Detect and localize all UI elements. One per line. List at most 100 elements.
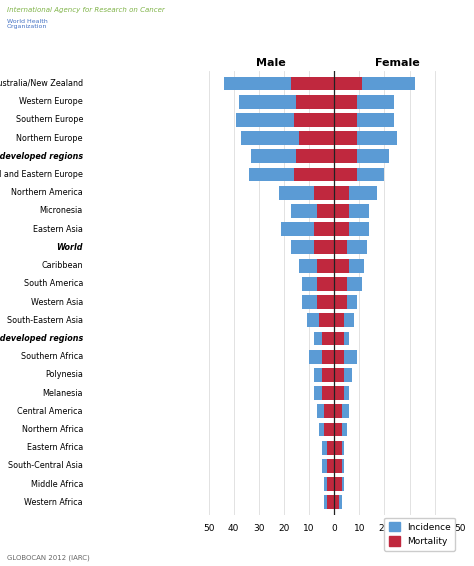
Text: Western Asia: Western Asia bbox=[31, 298, 83, 307]
Text: Central and Eastern Europe: Central and Eastern Europe bbox=[0, 170, 83, 179]
Bar bbox=[324, 423, 334, 436]
Bar bbox=[292, 76, 334, 91]
Bar bbox=[334, 423, 346, 436]
Text: World Health
Organization: World Health Organization bbox=[7, 19, 48, 29]
Bar bbox=[241, 131, 334, 145]
Text: Western Europe: Western Europe bbox=[19, 97, 83, 106]
Bar bbox=[301, 295, 334, 309]
Bar bbox=[334, 186, 349, 200]
Bar bbox=[334, 149, 390, 163]
Bar bbox=[334, 222, 369, 236]
Bar bbox=[334, 149, 357, 163]
Bar bbox=[334, 277, 362, 291]
Text: Southern Africa: Southern Africa bbox=[21, 352, 83, 361]
Bar bbox=[294, 168, 334, 182]
Bar bbox=[334, 495, 339, 509]
Bar bbox=[292, 241, 334, 254]
Bar bbox=[314, 186, 334, 200]
Bar bbox=[327, 495, 334, 509]
Text: Melanesia: Melanesia bbox=[43, 388, 83, 397]
Bar bbox=[319, 423, 334, 436]
Bar bbox=[334, 168, 357, 182]
Bar bbox=[321, 441, 334, 454]
Bar bbox=[334, 259, 349, 272]
Bar bbox=[296, 95, 334, 109]
Bar bbox=[334, 204, 349, 218]
Bar bbox=[299, 259, 334, 272]
Bar bbox=[334, 350, 344, 363]
Bar bbox=[309, 350, 334, 363]
Bar bbox=[314, 386, 334, 400]
Text: Male: Male bbox=[256, 58, 286, 68]
Bar bbox=[334, 241, 367, 254]
Bar bbox=[334, 423, 342, 436]
Bar bbox=[294, 113, 334, 127]
Text: Eastern Asia: Eastern Asia bbox=[33, 225, 83, 234]
Bar bbox=[334, 332, 344, 345]
Bar bbox=[321, 368, 334, 381]
Text: Less developed regions: Less developed regions bbox=[0, 334, 83, 343]
Bar bbox=[321, 459, 334, 473]
Bar bbox=[317, 404, 334, 418]
Bar bbox=[334, 76, 415, 91]
Text: Eastern Africa: Eastern Africa bbox=[27, 443, 83, 452]
Bar bbox=[251, 149, 334, 163]
Text: South-Central Asia: South-Central Asia bbox=[8, 461, 83, 470]
Bar bbox=[334, 495, 342, 509]
Bar bbox=[334, 295, 357, 309]
Bar bbox=[334, 295, 346, 309]
Bar bbox=[334, 95, 394, 109]
Bar bbox=[334, 277, 346, 291]
Text: Middle Africa: Middle Africa bbox=[31, 479, 83, 488]
Bar bbox=[224, 76, 334, 91]
Bar bbox=[239, 95, 334, 109]
Text: South-Eastern Asia: South-Eastern Asia bbox=[7, 316, 83, 325]
Text: Northern America: Northern America bbox=[11, 188, 83, 198]
Bar bbox=[334, 368, 344, 381]
Bar bbox=[334, 386, 349, 400]
Bar bbox=[334, 459, 344, 473]
Bar bbox=[334, 477, 344, 491]
Bar bbox=[296, 149, 334, 163]
Bar bbox=[334, 332, 349, 345]
Bar bbox=[334, 186, 377, 200]
Bar bbox=[334, 131, 397, 145]
Bar bbox=[334, 441, 342, 454]
Bar bbox=[334, 113, 357, 127]
Text: Southern Europe: Southern Europe bbox=[16, 115, 83, 125]
Bar bbox=[334, 95, 357, 109]
Text: GLOBOCAN 2012 (IARC): GLOBOCAN 2012 (IARC) bbox=[7, 555, 90, 561]
Bar bbox=[334, 314, 344, 327]
Bar bbox=[334, 368, 352, 381]
Bar bbox=[292, 204, 334, 218]
Text: Western Africa: Western Africa bbox=[24, 498, 83, 507]
Bar bbox=[317, 277, 334, 291]
Bar bbox=[334, 259, 365, 272]
Bar bbox=[301, 277, 334, 291]
Bar bbox=[324, 404, 334, 418]
Bar bbox=[321, 386, 334, 400]
Bar bbox=[334, 131, 357, 145]
Bar bbox=[334, 350, 357, 363]
Bar bbox=[334, 404, 349, 418]
Text: Female: Female bbox=[374, 58, 419, 68]
Bar bbox=[327, 441, 334, 454]
Bar bbox=[334, 404, 342, 418]
Bar bbox=[236, 113, 334, 127]
Text: Northern Europe: Northern Europe bbox=[17, 134, 83, 143]
Text: Australia/New Zealand: Australia/New Zealand bbox=[0, 79, 83, 88]
Legend: Incidence, Mortality: Incidence, Mortality bbox=[384, 518, 455, 551]
Bar bbox=[279, 186, 334, 200]
Bar bbox=[319, 314, 334, 327]
Bar bbox=[334, 204, 369, 218]
Text: More developed regions: More developed regions bbox=[0, 152, 83, 161]
Text: Micronesia: Micronesia bbox=[40, 207, 83, 216]
Bar bbox=[249, 168, 334, 182]
Bar bbox=[334, 477, 342, 491]
Bar bbox=[314, 222, 334, 236]
Text: International Agency for Research on Cancer: International Agency for Research on Can… bbox=[7, 7, 165, 13]
Bar bbox=[334, 76, 362, 91]
Text: Polynesia: Polynesia bbox=[45, 370, 83, 379]
Bar bbox=[314, 368, 334, 381]
Text: Caribbean: Caribbean bbox=[41, 261, 83, 270]
